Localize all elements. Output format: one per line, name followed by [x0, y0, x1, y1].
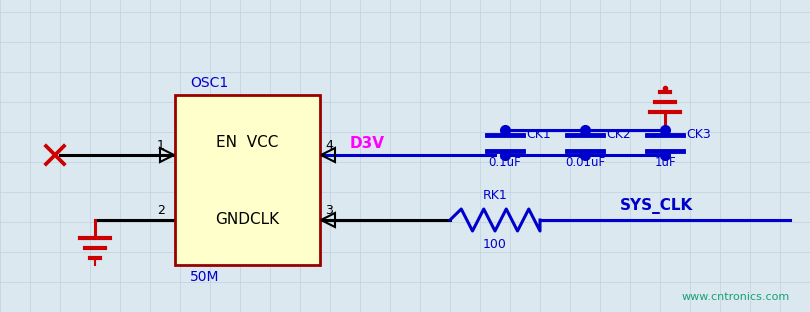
- Text: 0.1uF: 0.1uF: [488, 155, 522, 168]
- Text: 50M: 50M: [190, 270, 220, 284]
- Text: 1uF: 1uF: [654, 155, 676, 168]
- Text: 0.01uF: 0.01uF: [565, 155, 605, 168]
- Text: SYS_CLK: SYS_CLK: [620, 198, 693, 214]
- Text: CK1: CK1: [526, 128, 551, 140]
- Text: 4: 4: [325, 139, 333, 152]
- Text: CK2: CK2: [606, 128, 631, 140]
- Text: CK3: CK3: [686, 128, 710, 140]
- Text: OSC1: OSC1: [190, 76, 228, 90]
- Text: 1: 1: [157, 139, 165, 152]
- Text: EN  VCC: EN VCC: [216, 135, 279, 150]
- Text: 3: 3: [325, 204, 333, 217]
- Bar: [175, 95, 320, 265]
- Text: 2: 2: [157, 204, 165, 217]
- Text: GNDCLK: GNDCLK: [215, 212, 279, 227]
- Text: D3V: D3V: [350, 136, 385, 151]
- Text: 100: 100: [483, 238, 507, 251]
- Text: RK1: RK1: [483, 189, 507, 202]
- Text: www.cntronics.com: www.cntronics.com: [682, 292, 790, 302]
